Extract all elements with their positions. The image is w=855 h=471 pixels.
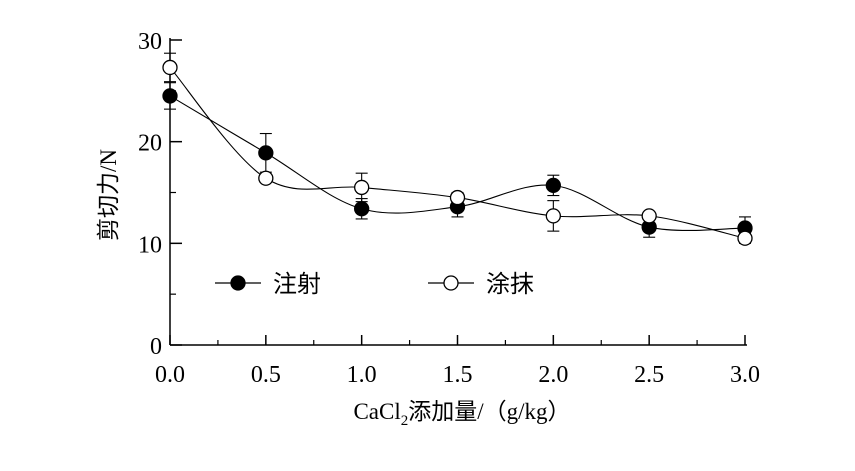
y-axis-title: 剪切力/N — [96, 149, 121, 241]
data-point-series-1 — [162, 88, 178, 104]
y-tick-label: 20 — [138, 131, 162, 157]
legend-label: 涂抹 — [486, 270, 534, 298]
legend-marker — [230, 275, 246, 291]
y-tick-label: 10 — [138, 232, 162, 258]
data-point-series-2 — [641, 208, 657, 224]
legend: 注射 涂抹 — [215, 270, 534, 298]
series-markers — [162, 59, 753, 246]
x-tick-label: 0.0 — [155, 362, 185, 388]
x-axis-title-subscript: 2 — [401, 413, 409, 429]
data-point-series-2 — [354, 179, 370, 196]
x-tick-label: 2.0 — [538, 362, 568, 388]
data-point-series-2 — [545, 208, 561, 224]
x-tick-label: 2.5 — [634, 362, 664, 388]
x-axis-title-rest: 添加量/（g/kg） — [408, 399, 570, 424]
axes: 0.0 0.5 1.0 1.5 2.0 2.5 3.0 0 10 20 30 — [138, 29, 760, 388]
x-axis-title-main: CaCl — [353, 399, 400, 424]
data-point-series-1 — [258, 145, 274, 161]
y-tick-label: 30 — [138, 29, 162, 55]
legend-marker — [443, 275, 459, 291]
x-tick-label: 1.0 — [347, 362, 377, 388]
x-tick-label: 3.0 — [730, 362, 760, 388]
y-tick-label: 0 — [150, 334, 162, 360]
data-point-series-2 — [258, 170, 274, 186]
data-point-series-2 — [449, 189, 466, 206]
x-tick-label: 0.5 — [251, 362, 281, 388]
data-point-series-2 — [737, 230, 753, 246]
data-point-series-2 — [162, 59, 178, 76]
error-bars — [164, 52, 751, 244]
x-axis-title: CaCl2添加量/（g/kg） — [353, 399, 570, 429]
data-point-series-1 — [354, 201, 370, 217]
x-tick-label: 1.5 — [443, 362, 473, 388]
data-point-series-1 — [545, 177, 561, 194]
legend-label: 注射 — [273, 270, 321, 298]
